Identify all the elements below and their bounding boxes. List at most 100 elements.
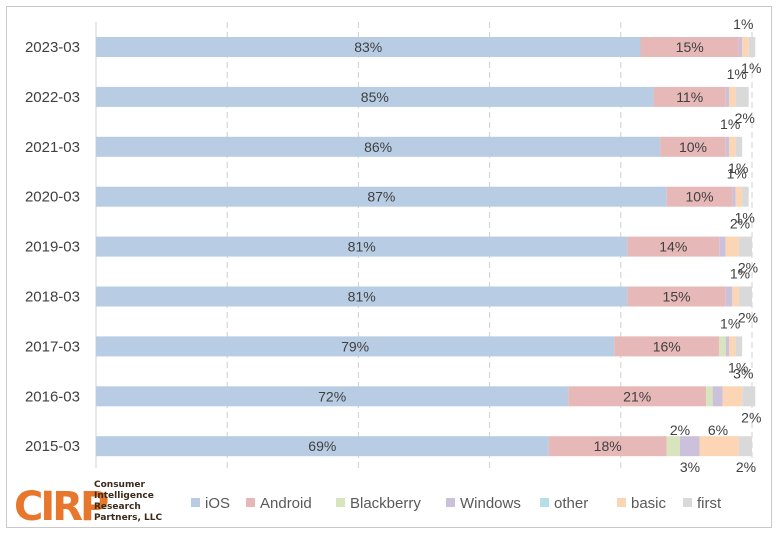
data-label-callout: 1% [720, 116, 740, 132]
bar-windows [732, 186, 736, 207]
data-label-callout: 3% [680, 459, 700, 475]
cirp-logo: CIRP Consumer Intelligence Research Part… [14, 480, 162, 530]
bar-android [627, 286, 726, 307]
category-label: 2019-03 [25, 239, 80, 256]
bar-first [735, 136, 743, 157]
bar-windows [725, 286, 733, 307]
bar-ios [96, 37, 641, 57]
data-label: 69% [308, 438, 336, 454]
legend-swatch [336, 498, 345, 507]
legend-label: first [697, 495, 722, 512]
data-label: 10% [679, 139, 707, 155]
logo-line-3: Research [94, 502, 141, 512]
data-label-callout: 1% [741, 60, 761, 76]
bar-first [738, 436, 752, 457]
data-label-callout: 1% [720, 315, 740, 331]
bar-first [735, 336, 743, 357]
legend-label: iOS [205, 495, 230, 512]
bar-first [738, 236, 752, 257]
legend-swatch [446, 498, 455, 507]
logo-line-1: Consumer [94, 480, 145, 490]
legend-swatch [540, 498, 549, 507]
bar-basic [729, 136, 736, 157]
legend-label: basic [631, 495, 667, 512]
data-label-callout: 2% [736, 459, 756, 475]
bar-first [742, 186, 749, 207]
logo-line-2: Intelligence [94, 491, 154, 501]
data-label: 15% [676, 39, 704, 55]
bar-windows [725, 336, 730, 357]
data-label-callout: 1% [728, 359, 748, 375]
legend-item-ios[interactable]: iOS [191, 495, 230, 512]
chart-frame [6, 6, 772, 528]
category-label: 2017-03 [25, 338, 80, 355]
bar-windows [738, 37, 743, 57]
legend-swatch [246, 498, 255, 507]
data-label-callout: 1% [727, 166, 747, 182]
bar-ios [96, 436, 549, 457]
data-label: 18% [594, 438, 622, 454]
bar-first [742, 386, 756, 407]
legend-label: other [554, 495, 588, 512]
bar-android [640, 37, 739, 57]
legend-item-first[interactable]: first [683, 495, 722, 512]
bar-android [568, 386, 707, 407]
data-label-callout: 1% [727, 66, 747, 82]
data-label: 87% [367, 189, 395, 205]
data-label: 79% [341, 338, 369, 354]
data-label-callout: 2% [670, 422, 690, 438]
legend-item-android[interactable]: Android [246, 495, 312, 512]
bar-ios [96, 386, 569, 407]
category-labels: 2023-03 2022-03 2021-03 2020-03 2019-03 2018-… [25, 39, 80, 455]
data-label-callout: 2% [741, 409, 761, 425]
legend-item-windows[interactable]: Windows [446, 495, 521, 512]
legend-swatch [191, 498, 200, 507]
bar-android [660, 136, 726, 157]
legend-item-basic[interactable]: basic [617, 495, 667, 512]
bar-blackberry [706, 386, 713, 407]
bar-android [614, 336, 720, 357]
bar-android [548, 436, 667, 457]
legend-item-blackberry[interactable]: Blackberry [336, 495, 421, 512]
data-label-callout: 3% [733, 365, 753, 381]
bar-ios [96, 336, 615, 357]
data-label: 16% [653, 338, 681, 354]
legend-item-other[interactable]: other [540, 495, 588, 512]
data-label: 86% [364, 139, 392, 155]
bar-blackberry [666, 436, 680, 457]
legend-label: Blackberry [350, 495, 421, 512]
bar-windows [712, 386, 723, 407]
bar-first [735, 86, 749, 107]
data-label: 72% [318, 388, 346, 404]
bar-basic [722, 386, 743, 407]
bar-basic [729, 86, 736, 107]
bar-android [653, 86, 726, 107]
legend[interactable]: iOS Android Blackberry Windows other basic fir… [191, 495, 722, 512]
legend-label: Android [260, 495, 312, 512]
category-label: 2021-03 [25, 139, 80, 156]
data-labels: 83% 15% 85% 11% 86% 10% 87% 10% 81% 14% 81% 15% 79% 1… [308, 16, 761, 475]
bar-first [748, 37, 756, 57]
data-label-callout: 1% [730, 266, 750, 282]
data-label: 15% [663, 289, 691, 305]
bar-ios [96, 136, 661, 157]
logo-line-4: Partners, LLC [94, 513, 162, 523]
data-label-callout: 2% [730, 216, 750, 232]
bar-windows [725, 86, 730, 107]
data-label-callout: 6% [708, 422, 728, 438]
bar-windows [719, 236, 726, 257]
data-label-callout: 1% [735, 210, 755, 226]
category-label: 2015-03 [25, 438, 80, 455]
data-label: 81% [348, 289, 376, 305]
data-label-callout: 2% [738, 260, 758, 276]
category-label: 2016-03 [25, 388, 80, 405]
bar-blackberry [719, 336, 726, 357]
data-label-callout: 1% [728, 160, 748, 176]
bar-ios [96, 86, 654, 107]
category-label: 2018-03 [25, 289, 80, 306]
category-label: 2023-03 [25, 39, 80, 56]
bars [96, 37, 756, 457]
data-label-callout: 2% [735, 110, 755, 126]
data-label: 10% [686, 189, 714, 205]
